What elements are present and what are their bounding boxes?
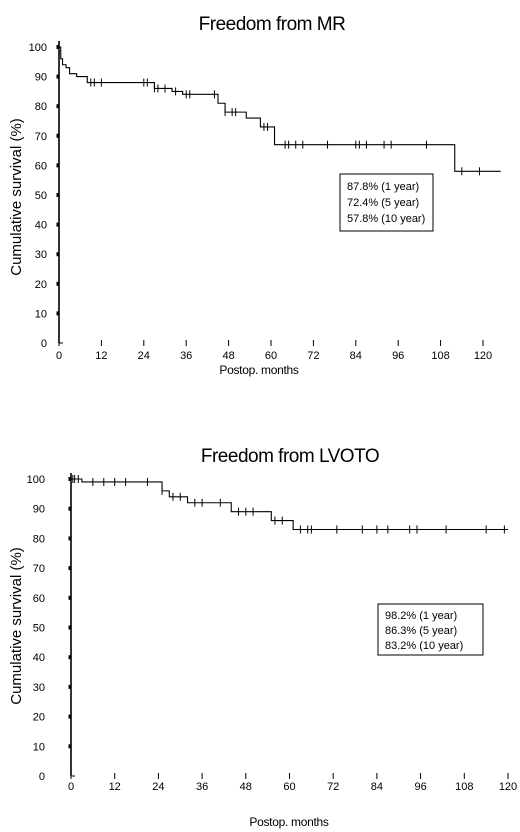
y-tick-mark [68,506,72,511]
x-tick-label: 24 [152,781,164,793]
annotation-10-year: 83.2% (10 year) [385,640,463,652]
y-tick-labels: 0 10 20 30 40 50 60 70 80 90 100 [29,42,47,350]
y-tick-mark [68,744,72,749]
y-tick-mark [68,625,72,630]
kaplan-meier-step-line [71,478,508,531]
axes [68,473,509,779]
chart-title: Freedom from MR [199,14,346,35]
y-tick-mark [68,595,72,600]
x-tick-label: 60 [265,350,277,362]
y-tick-mark [56,252,60,257]
y-tick-label: 0 [39,771,45,783]
y-tick-label: 40 [33,652,45,664]
y-tick-label: 90 [35,72,47,84]
x-tick-label: 24 [138,350,150,362]
y-tick-mark [68,655,72,660]
annotation-box: 87.8% (1 year) 72.4% (5 year) 57.8% (10 … [339,173,434,232]
y-tick-label: 10 [33,741,45,753]
x-tick-label: 84 [371,781,383,793]
x-tick-label: 96 [392,350,404,362]
x-tick-labels: 0 12 24 36 48 60 72 84 96 108 120 [68,781,517,793]
annotation-10-year: 57.8% (10 year) [347,213,425,225]
y-tick-label: 30 [35,249,47,261]
x-tick-label: 72 [307,350,319,362]
lvoto-chart: Freedom from LVOTO Cumulative survival (… [8,446,517,829]
y-tick-mark [56,311,60,316]
y-tick-label: 100 [29,42,47,54]
x-tick-label: 84 [350,350,362,362]
y-tick-label: 40 [35,220,47,232]
y-tick-mark [56,222,60,227]
y-tick-label: 20 [35,279,47,291]
x-tick-label: 0 [56,350,62,362]
y-tick-mark [56,74,60,79]
annotation-box: 98.2% (1 year) 86.3% (5 year) 83.2% (10 … [377,603,484,656]
x-tick-label: 60 [283,781,295,793]
y-tick-mark [68,566,72,571]
axes [56,41,484,346]
annotation-1-year: 87.8% (1 year) [347,181,419,193]
y-tick-label: 60 [35,160,47,172]
y-tick-labels: 0 10 20 30 40 50 60 70 80 90 100 [27,474,45,783]
x-tick-label: 48 [222,350,234,362]
y-tick-label: 100 [27,474,45,486]
x-tick-label: 108 [431,350,449,362]
y-tick-mark [56,45,60,49]
mr-chart: Freedom from MR Cumulative survival (%) … [8,14,501,377]
x-tick-label: 120 [474,350,492,362]
survival-curve [59,46,501,176]
x-tick-label: 12 [109,781,121,793]
x-tick-label: 96 [414,781,426,793]
y-tick-mark [68,714,72,719]
x-axis-label: Postop. months [249,815,328,829]
y-tick-mark [68,684,72,689]
annotation-5-year: 72.4% (5 year) [347,197,419,209]
annotation-1-year: 98.2% (1 year) [385,610,457,622]
y-axis-label: Cumulative survival (%) [8,118,25,276]
x-tick-label: 48 [240,781,252,793]
y-tick-mark [68,477,72,481]
x-tick-label: 36 [180,350,192,362]
y-tick-mark [56,193,60,197]
x-tick-label: 108 [455,781,473,793]
y-tick-mark [56,133,60,138]
y-tick-label: 70 [35,131,47,143]
y-tick-mark [56,163,60,168]
x-tick-label: 0 [68,781,74,793]
annotation-5-year: 86.3% (5 year) [385,625,457,637]
chart-title: Freedom from LVOTO [201,446,379,467]
y-tick-label: 10 [35,308,47,320]
x-tick-label: 120 [499,781,517,793]
y-tick-mark [68,536,72,541]
y-tick-label: 20 [33,712,45,724]
y-tick-label: 60 [33,593,45,605]
y-tick-label: 90 [33,504,45,516]
y-tick-label: 70 [33,563,45,575]
y-tick-mark [56,104,60,109]
annotation-border [377,603,484,656]
x-tick-label: 72 [327,781,339,793]
kaplan-meier-step-line [59,46,501,172]
x-tick-label: 36 [196,781,208,793]
y-tick-label: 30 [33,682,45,694]
y-tick-label: 80 [33,533,45,545]
y-tick-label: 50 [35,190,47,202]
y-tick-label: 80 [35,101,47,113]
x-tick-label: 12 [95,350,107,362]
y-tick-label: 50 [33,623,45,635]
y-tick-label: 0 [41,338,47,350]
y-axis-label: Cumulative survival (%) [8,547,25,705]
y-tick-mark [56,281,60,286]
survival-curve [71,475,508,534]
x-axis-label: Postop. months [219,363,298,377]
x-tick-labels: 0 12 24 36 48 60 72 84 96 108 120 [56,350,492,362]
annotation-border [339,173,434,232]
